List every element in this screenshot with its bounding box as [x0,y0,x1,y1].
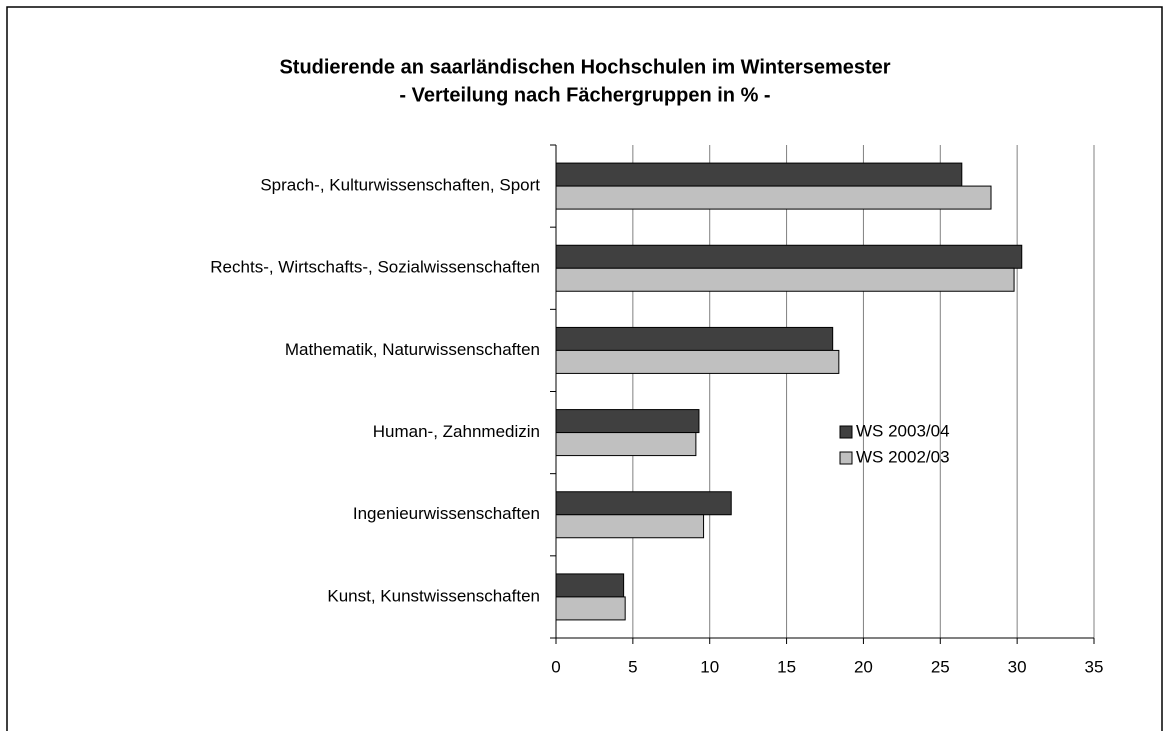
legend-swatch [839,451,853,465]
bar [555,432,697,457]
x-tick-label: 30 [1008,657,1027,676]
x-tick-label: 0 [551,657,560,676]
bar [555,185,992,210]
x-tick-label: 25 [931,657,950,676]
bar [555,573,625,598]
y-tick-label: Mathematik, Naturwissenschaften [285,340,540,359]
bar [555,244,1023,269]
chart-title: Studierende an saarländischen Hochschule… [279,56,890,78]
legend-label: WS 2002/03 [856,447,950,466]
bar [555,409,700,434]
x-tick-label: 10 [700,657,719,676]
y-tick-label: Sprach-, Kulturwissenschaften, Sport [260,176,540,195]
legend-swatch [839,425,853,439]
frame [6,6,1163,731]
y-tick-label: Kunst, Kunstwissenschaften [327,586,540,605]
x-tick-label: 35 [1085,657,1104,676]
chart-subtitle: - Verteilung nach Fächergruppen in % - [399,84,770,106]
x-tick-label: 20 [854,657,873,676]
legend-label: WS 2003/04 [856,421,950,440]
bar [555,514,705,539]
bar [555,491,732,516]
bar [555,596,626,621]
bar [555,349,840,374]
y-tick-label: Rechts-, Wirtschafts-, Sozialwissenschaf… [210,258,540,277]
y-tick-label: Human-, Zahnmedizin [373,422,540,441]
bar [555,267,1015,292]
y-tick-label: Ingenieurwissenschaften [353,504,540,523]
x-tick-label: 15 [777,657,796,676]
bar [555,162,963,187]
x-tick-label: 5 [628,657,637,676]
bar [555,326,834,351]
